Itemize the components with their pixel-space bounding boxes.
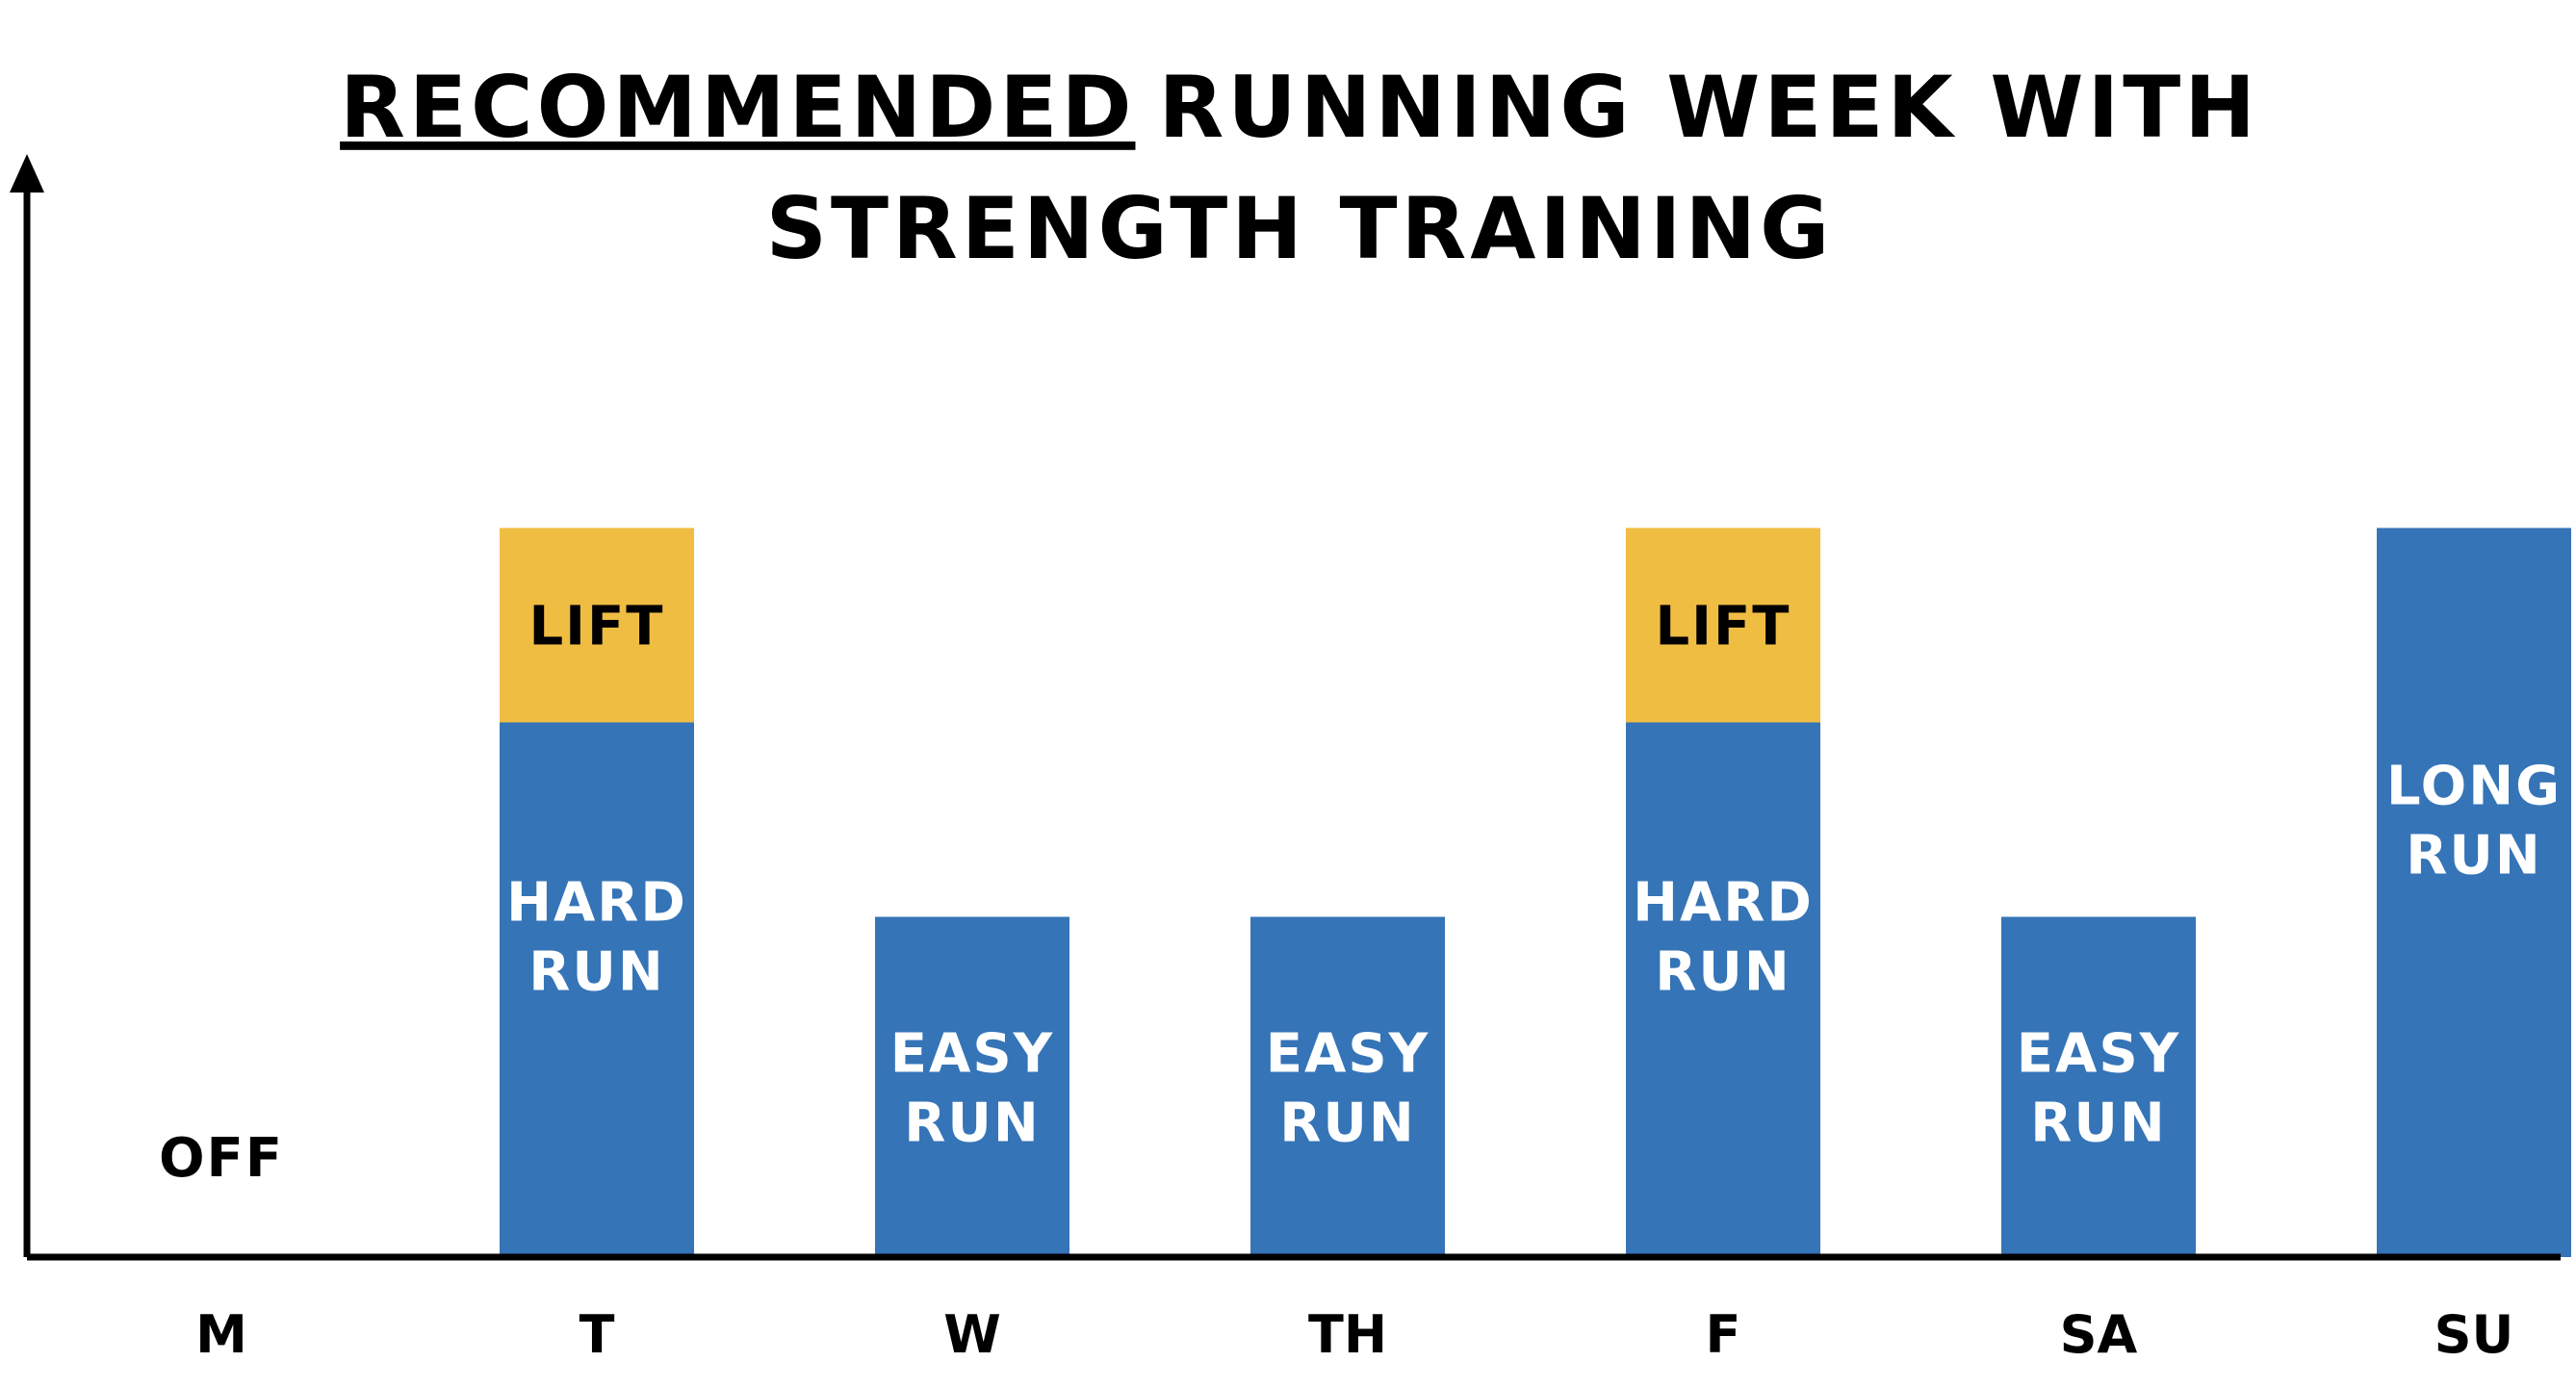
title-underlined-word: RECOMMENDED — [340, 58, 1135, 157]
x-tick-label-sa: SA — [2060, 1304, 2138, 1365]
bar-label-lift-f-0: LIFT — [1656, 596, 1791, 658]
title-line-1: RECOMMENDED RUNNING WEEK WITH — [340, 58, 2259, 157]
title-line-2: STRENGTH TRAINING — [766, 179, 1834, 278]
bar-lift-t — [500, 527, 694, 723]
x-tick-label-t: T — [580, 1304, 615, 1365]
bar-run-t — [500, 722, 694, 1257]
bar-label-run-m-0: OFF — [159, 1127, 284, 1190]
bar-run-w — [875, 916, 1069, 1257]
y-axis-arrow-icon — [10, 154, 44, 193]
chart-title: RECOMMENDED RUNNING WEEK WITH STRENGTH TR… — [340, 58, 2259, 278]
bar-run-su — [2377, 527, 2571, 1257]
x-tick-label-su: SU — [2434, 1304, 2514, 1365]
x-tick-label-f: F — [1706, 1304, 1741, 1365]
axes: M T W TH F SA SU — [10, 154, 2561, 1365]
bar-label-run-th-1: RUN — [1279, 1092, 1415, 1154]
bar-label-run-t-0: HARD — [506, 872, 687, 935]
x-tick-label-th: TH — [1308, 1304, 1387, 1365]
bar-label-run-sa-1: RUN — [2030, 1092, 2166, 1154]
plot-area: OFFHARDRUNLIFTEASYRUNEASYRUNHARDRUNLIFTE… — [159, 527, 2571, 1257]
bar-label-run-su-0: LONG — [2386, 756, 2562, 818]
x-tick-label-w: W — [943, 1304, 1001, 1365]
bar-label-run-w-1: RUN — [904, 1092, 1040, 1154]
bar-label-run-su-1: RUN — [2406, 825, 2541, 887]
bar-label-run-f-1: RUN — [1655, 941, 1790, 1004]
bar-label-run-th-0: EASY — [1266, 1022, 1430, 1085]
bar-run-f — [1626, 722, 1820, 1257]
x-tick-label-m: M — [195, 1304, 247, 1365]
bar-label-lift-t-0: LIFT — [529, 596, 665, 658]
bar-label-run-t-1: RUN — [528, 941, 664, 1004]
bar-lift-f — [1626, 527, 1820, 723]
bar-run-sa — [2001, 916, 2196, 1257]
bar-run-th — [1250, 916, 1445, 1257]
bar-label-run-w-0: EASY — [890, 1022, 1054, 1085]
title-line-1-rest: RUNNING WEEK WITH — [1158, 58, 2258, 157]
bar-label-run-sa-0: EASY — [2017, 1022, 2180, 1085]
bar-label-run-f-0: HARD — [1633, 872, 1814, 935]
